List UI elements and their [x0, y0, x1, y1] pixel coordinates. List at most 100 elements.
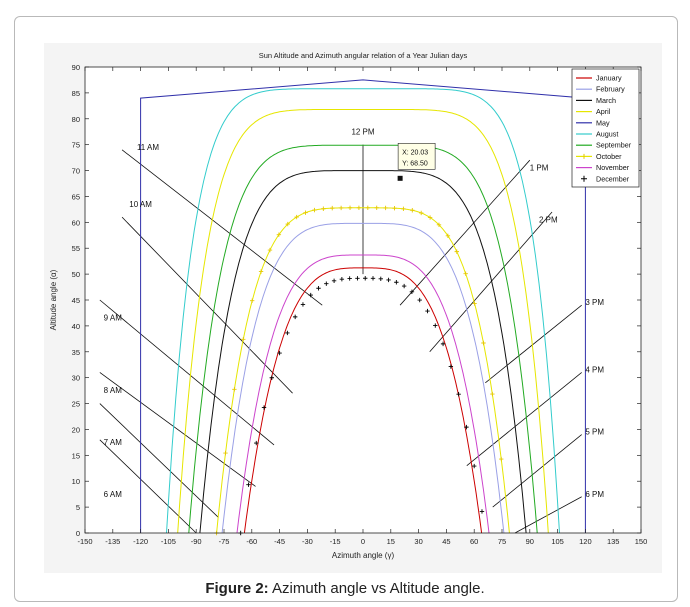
marker-december: [456, 391, 461, 397]
marker-october: [223, 450, 228, 456]
marker-december: [409, 289, 415, 295]
y-tick-label: 60: [72, 218, 80, 227]
series-line-february: [221, 222, 505, 534]
hour-line: [99, 403, 219, 518]
chart-svg: Sun Altitude and Azimuth angular relatio…: [49, 51, 648, 560]
series-line-november: [236, 254, 490, 534]
marker-december: [440, 341, 446, 347]
marker-october: [241, 337, 246, 342]
marker-december: [285, 330, 290, 336]
series-line-may: [140, 79, 586, 533]
y-tick-label: 20: [72, 425, 80, 434]
marker-december: [347, 276, 352, 281]
x-tick-label: -45: [274, 537, 285, 546]
marker-december: [246, 482, 251, 487]
legend-label: November: [596, 163, 630, 172]
hour-line: [492, 434, 582, 508]
marker-october: [276, 232, 282, 237]
y-tick-label: 10: [72, 477, 80, 486]
caption-label: Figure 2:: [205, 580, 269, 597]
marker-october: [285, 221, 290, 227]
hour-label: 6 AM: [104, 490, 123, 499]
x-tick-label: 150: [635, 537, 648, 546]
y-tick-label: 0: [76, 529, 80, 538]
marker-october: [463, 271, 468, 276]
hour-line: [514, 496, 582, 534]
series-line-august: [166, 88, 560, 534]
legend-swatch: [581, 175, 587, 182]
marker-october: [321, 206, 326, 211]
x-tick-label: 120: [579, 537, 592, 546]
x-tick-label: -150: [77, 537, 92, 546]
marker-october: [418, 210, 424, 216]
legend-label: April: [596, 107, 611, 116]
x-tick-label: -60: [246, 537, 257, 546]
x-tick-label: -75: [219, 537, 230, 546]
marker-october: [490, 391, 495, 397]
marker-december: [472, 463, 477, 469]
marker-december: [316, 286, 321, 291]
y-tick-label: 15: [72, 451, 80, 460]
marker-october: [258, 269, 264, 274]
marker-october: [356, 205, 362, 211]
hour-line: [485, 304, 582, 384]
marker-december: [339, 276, 345, 282]
legend-label: March: [596, 96, 616, 105]
marker-december: [417, 297, 422, 303]
series-line-march: [199, 170, 527, 534]
legend-label: January: [596, 74, 622, 83]
figure-caption: Figure 2: Azimuth angle vs Altitude angl…: [0, 580, 690, 597]
y-tick-label: 75: [72, 141, 80, 150]
marker-december: [308, 292, 313, 298]
x-tick-label: -105: [161, 537, 176, 546]
hour-label: 5 PM: [585, 428, 604, 437]
series-line-october: [216, 207, 510, 534]
datatip-point: [397, 175, 403, 181]
marker-october: [338, 205, 344, 211]
x-tick-label: -30: [302, 537, 313, 546]
marker-december: [254, 440, 259, 446]
x-tick-label: 15: [387, 537, 395, 546]
marker-october: [427, 215, 433, 220]
marker-october: [454, 249, 459, 254]
marker-december: [433, 323, 438, 328]
caption-text: Azimuth angle vs Altitude angle.: [272, 580, 485, 597]
y-tick-label: 85: [72, 89, 80, 98]
marker-october: [472, 301, 477, 306]
hour-label: 11 AM: [137, 143, 159, 152]
y-tick-label: 5: [76, 503, 80, 512]
hour-line: [429, 211, 553, 353]
x-tick-label: 75: [498, 537, 506, 546]
marker-october: [481, 340, 486, 346]
marker-october: [267, 247, 273, 253]
y-axis-label: Altitude angle (α): [49, 269, 58, 330]
datatip-y: Y: 68.50: [402, 160, 428, 167]
hour-line: [99, 299, 275, 446]
hour-label: 4 PM: [585, 365, 604, 374]
marker-december: [464, 424, 469, 430]
marker-december: [277, 350, 282, 356]
plot-area: [85, 67, 641, 533]
y-tick-label: 35: [72, 348, 80, 357]
legend-label: May: [596, 118, 610, 127]
hour-label: 6 PM: [585, 490, 604, 499]
hour-label: 8 AM: [104, 386, 123, 395]
datatip-box: [397, 143, 436, 170]
marker-october: [436, 222, 442, 228]
y-tick-label: 55: [72, 244, 80, 253]
marker-october: [330, 205, 335, 211]
marker-october: [445, 233, 451, 239]
marker-october: [232, 387, 237, 392]
hour-label: 3 PM: [585, 298, 604, 307]
marker-december: [386, 277, 391, 283]
marker-october: [392, 205, 397, 211]
series-line-april: [177, 109, 549, 534]
datatip-x: X: 20.03: [402, 149, 428, 156]
marker-october: [410, 208, 415, 213]
y-tick-label: 90: [72, 63, 80, 72]
legend-label: August: [596, 130, 618, 139]
y-tick-label: 45: [72, 296, 80, 305]
y-tick-label: 70: [72, 167, 80, 176]
chart-title: Sun Altitude and Azimuth angular relatio…: [259, 51, 468, 60]
y-tick-label: 50: [72, 270, 80, 279]
